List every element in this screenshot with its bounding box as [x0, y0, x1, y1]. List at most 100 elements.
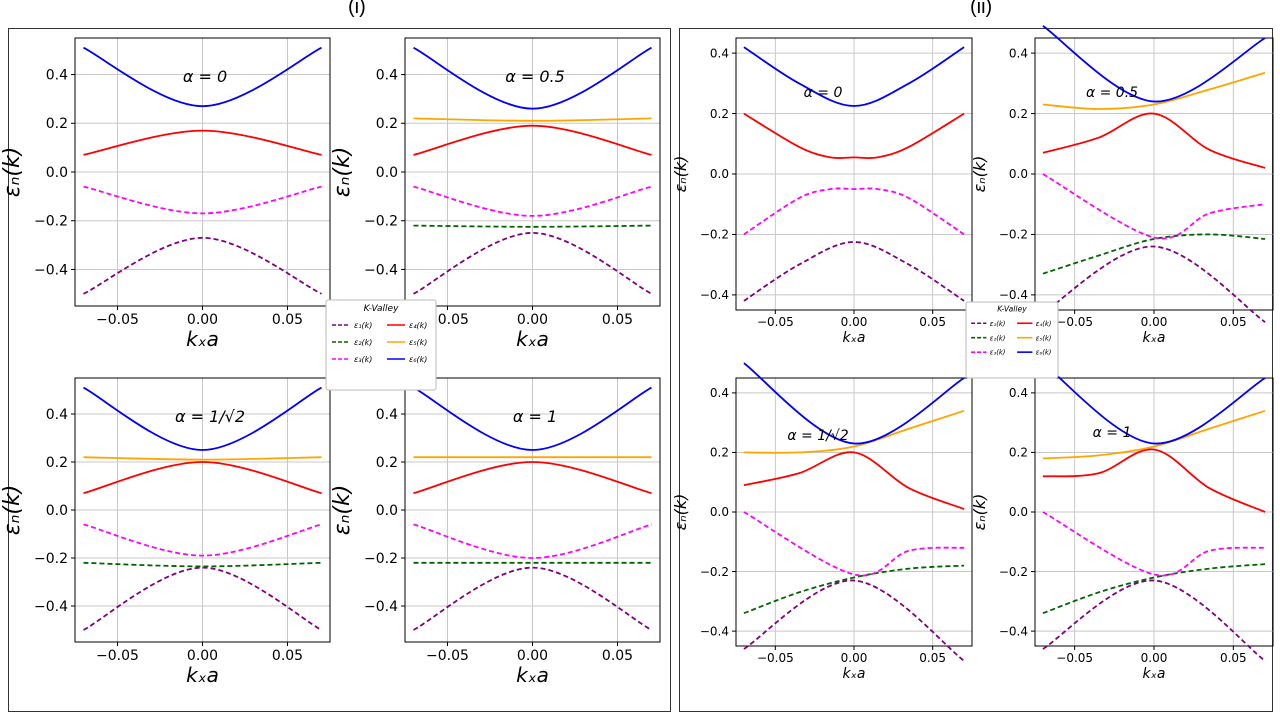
axes-frame — [404, 377, 661, 643]
x-tick-label: 0.00 — [841, 315, 868, 329]
x-tick-label: −0.05 — [1056, 315, 1093, 329]
legend-entry-label: ε₆(k) — [409, 355, 427, 364]
alpha-annotation: α = 0 — [183, 67, 227, 86]
series-line-k — [83, 386, 322, 451]
series-line-k — [1042, 25, 1266, 103]
legend-box — [325, 299, 437, 391]
series-line-k — [743, 564, 965, 615]
legend-entry-label: ε₂(k) — [354, 338, 372, 347]
panel-label-right: (ii) — [970, 0, 993, 18]
legend-box — [965, 301, 1059, 379]
y-tick-label: 0.0 — [710, 505, 729, 519]
x-axis-label: kₓa — [516, 327, 549, 351]
axes-frame — [735, 37, 973, 311]
y-tick-label: −0.2 — [34, 214, 68, 230]
axes-frame — [404, 37, 661, 307]
y-tick-label: 0.2 — [376, 455, 398, 471]
subplot-8: −0.05 0.00 0.05 −0.4 −0.2 0.0 0.2 0.4 kₓa εₙ(k) α … — [970, 362, 1274, 682]
y-tick-label: −0.2 — [364, 214, 398, 230]
series-line-k — [743, 46, 965, 107]
x-tick-label: 0.05 — [602, 648, 633, 664]
x-tick-label: −0.05 — [96, 312, 139, 328]
y-tick-label: 0.0 — [376, 503, 398, 519]
legend-entry-label: ε₁(k) — [354, 321, 372, 330]
series-line-k — [743, 187, 965, 236]
y-axis-label: εₙ(k) — [671, 156, 690, 193]
subplot-1: −0.05 0.00 0.05 −0.4 −0.2 0.0 0.2 0.4 kₓa εₙ(k) α … — [0, 37, 331, 351]
alpha-annotation: α = 1/√2 — [787, 428, 848, 444]
series-line-k — [1042, 112, 1266, 169]
y-tick-label: −0.4 — [999, 288, 1028, 302]
legend-entry-label: ε₃(k) — [354, 355, 372, 364]
series-line-k — [83, 46, 322, 108]
series-line-k — [1042, 71, 1266, 110]
series-line-k — [83, 461, 322, 495]
y-tick-label: 0.4 — [376, 407, 398, 423]
series-line-k — [743, 451, 965, 510]
y-tick-label: 0.4 — [1009, 386, 1028, 400]
series-line-k — [743, 112, 965, 160]
x-tick-label: −0.05 — [757, 315, 794, 329]
legend-entry-label: ε₆(k) — [1036, 349, 1052, 357]
y-tick-label: 0.2 — [376, 116, 398, 132]
legend-entry-label: ε₅(k) — [1036, 334, 1052, 342]
alpha-annotation: α = 1 — [513, 407, 557, 426]
series-line-k — [83, 566, 322, 631]
legend-entry-label: ε₃(k) — [990, 349, 1006, 357]
y-tick-label: −0.4 — [34, 599, 68, 615]
y-tick-label: −0.4 — [999, 624, 1028, 638]
series-line-k — [413, 461, 652, 495]
series-line-k — [1042, 511, 1266, 577]
x-tick-label: −0.05 — [96, 648, 139, 664]
series-line-k — [413, 224, 652, 228]
x-tick-label: −0.05 — [1056, 651, 1093, 665]
series-line-k — [743, 362, 965, 445]
y-tick-label: −0.4 — [700, 624, 729, 638]
x-axis-label: kₓa — [843, 666, 866, 682]
y-tick-label: −0.2 — [999, 228, 1028, 242]
series-line-k — [743, 241, 965, 302]
legend-entry-label: ε₄(k) — [1036, 320, 1052, 328]
x-tick-label: 0.00 — [1141, 651, 1168, 665]
series-line-k — [413, 185, 652, 217]
series-line-k — [1042, 233, 1266, 275]
x-tick-label: 0.00 — [841, 651, 868, 665]
legend-entry-label: ε₄(k) — [409, 321, 427, 330]
axes-frame — [735, 377, 973, 647]
x-axis-label: kₓa — [186, 327, 219, 351]
y-axis-label: εₙ(k) — [0, 485, 25, 536]
x-tick-label: 0.05 — [919, 315, 946, 329]
y-tick-label: 0.2 — [710, 446, 729, 460]
series-line-k — [83, 561, 322, 568]
y-tick-label: 0.0 — [376, 165, 398, 181]
series-line-k — [1042, 173, 1266, 240]
y-tick-label: 0.0 — [46, 165, 68, 181]
y-axis-label: εₙ(k) — [330, 147, 355, 198]
series-line-k — [743, 579, 965, 662]
legend-title: K-Valley — [364, 304, 400, 314]
subplot-3: −0.05 0.00 0.05 −0.4 −0.2 0.0 0.2 0.4 kₓa εₙ(k) α … — [0, 377, 331, 687]
panel-frame-left — [8, 28, 671, 712]
x-tick-label: 0.05 — [1220, 651, 1247, 665]
x-tick-label: −0.05 — [426, 312, 469, 328]
series-line-k — [1042, 409, 1266, 460]
x-tick-label: 0.05 — [1220, 315, 1247, 329]
y-tick-label: 0.0 — [1009, 505, 1028, 519]
y-tick-label: 0.2 — [46, 455, 68, 471]
series-line-k — [83, 185, 322, 215]
series-line-k — [83, 456, 322, 461]
series-line-k — [413, 231, 652, 295]
alpha-annotation: α = 0.5 — [505, 67, 565, 86]
legend-title: K-Valley — [997, 304, 1027, 313]
y-tick-label: 0.4 — [376, 67, 398, 83]
series-line-k — [1042, 245, 1266, 323]
panel-label-left: (i) — [348, 0, 366, 18]
series-line-k — [413, 566, 652, 631]
y-tick-label: −0.4 — [364, 599, 398, 615]
x-axis-label: kₓa — [1143, 330, 1166, 346]
series-line-k — [1042, 563, 1266, 615]
series-line-k — [1042, 448, 1266, 513]
y-tick-label: −0.2 — [364, 551, 398, 567]
y-tick-label: 0.4 — [710, 386, 729, 400]
